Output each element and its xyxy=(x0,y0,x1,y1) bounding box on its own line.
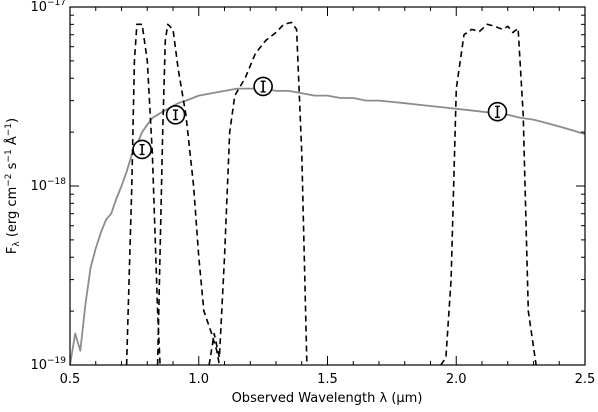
x-tick-label: 2.5 xyxy=(575,372,596,387)
y-tick-labels: 10−19 10−18 10−17 xyxy=(30,0,66,373)
series-layer xyxy=(69,21,586,366)
x-tick-label: 1.5 xyxy=(317,372,338,387)
photometry-point xyxy=(487,101,508,122)
y-axis-title: Fλ (erg cm−2 s−1 Å−1) xyxy=(4,118,22,254)
filter-curve-3 xyxy=(208,21,308,366)
filter-curve-1 xyxy=(125,23,161,366)
x-tick-label: 1.0 xyxy=(188,372,209,387)
photometry-point xyxy=(253,76,273,97)
y-tick-label: 10−18 xyxy=(30,177,66,194)
filter-curve-4 xyxy=(440,23,537,366)
x-axis-title: Observed Wavelength λ (μm) xyxy=(232,391,423,406)
photometry-point xyxy=(132,139,152,160)
y-tick-label: 10−19 xyxy=(30,356,66,373)
x-tick-label: 2.0 xyxy=(446,372,467,387)
photometry-points xyxy=(132,76,508,160)
photometry-point xyxy=(165,104,186,125)
x-tick-label: 0.5 xyxy=(60,372,81,387)
y-tick-label: 10−17 xyxy=(30,0,66,15)
spectrum-line xyxy=(69,87,586,366)
axis-ticks xyxy=(69,6,586,366)
x-tick-labels: 0.5 1.0 1.5 2.0 2.5 xyxy=(60,372,596,387)
filter-curve-2 xyxy=(156,23,221,366)
